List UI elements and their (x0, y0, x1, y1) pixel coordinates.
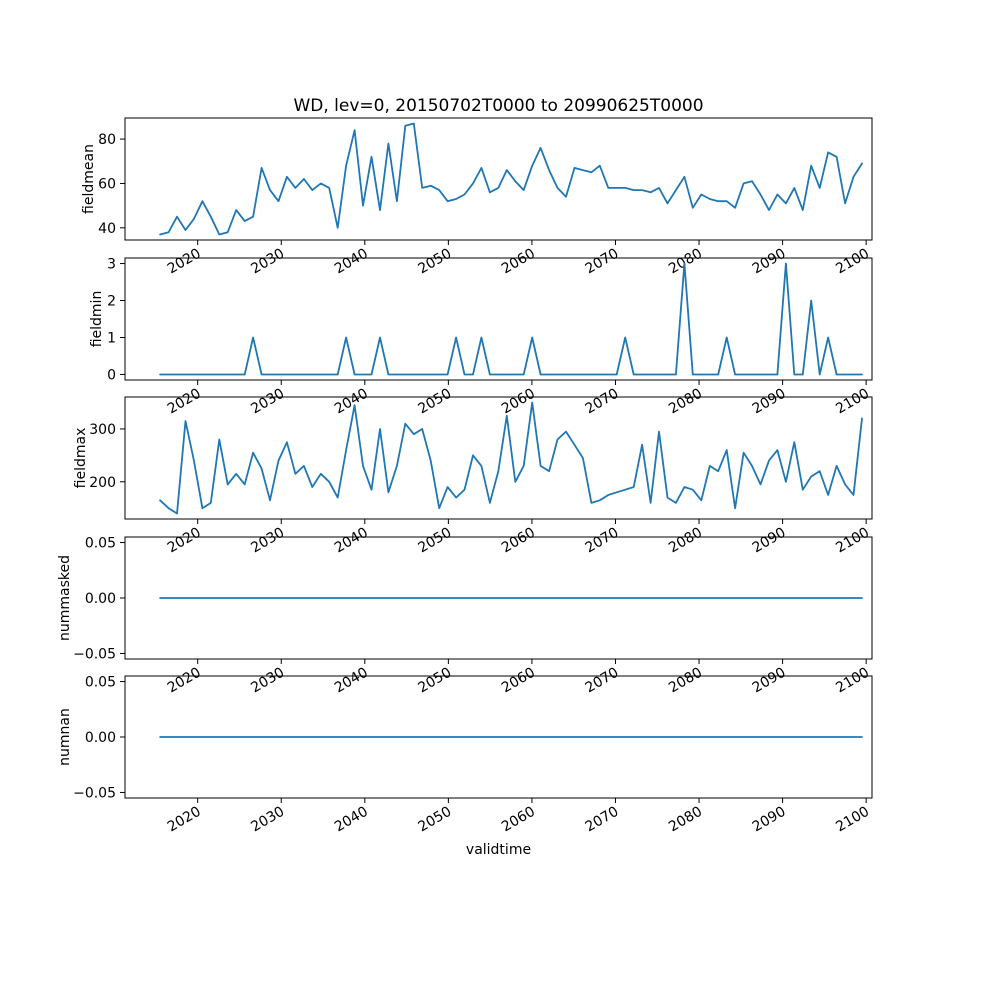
x-tick-label: 2040 (332, 804, 371, 836)
line-series-fieldmin (159, 262, 863, 376)
y-tick-label: −0.05 (73, 785, 116, 801)
y-tick-label: 1 (107, 330, 116, 346)
y-tick-label: 200 (89, 475, 116, 491)
axes-frame (124, 257, 873, 381)
axes-frame (124, 396, 873, 520)
axes-frame (124, 117, 873, 241)
y-tick-label: 80 (98, 132, 116, 148)
y-axis-label: fieldmax (73, 428, 89, 489)
y-tick-label: 0.05 (85, 675, 116, 691)
y-tick-label: −0.05 (73, 646, 116, 662)
y-axis-label: nummasked (57, 555, 73, 641)
x-tick-label: 2080 (666, 804, 705, 836)
y-tick-label: 0.00 (85, 591, 116, 607)
x-tick-label: 2090 (750, 804, 789, 836)
y-tick-label: 40 (98, 221, 116, 237)
y-axis-label: numnan (57, 708, 73, 766)
y-tick-label: 300 (89, 422, 116, 438)
y-tick-label: 3 (107, 257, 116, 273)
y-tick-label: 0 (107, 367, 116, 383)
x-axis-label: validtime (465, 842, 532, 858)
y-tick-label: 0.00 (85, 730, 116, 746)
y-axis-label: fieldmean (81, 144, 97, 214)
line-series-fieldmax (159, 401, 863, 515)
figure-title: WD, lev=0, 20150702T0000 to 20990625T000… (293, 96, 704, 116)
y-tick-label: 0.05 (85, 536, 116, 552)
y-axis-label: fieldmin (89, 291, 105, 348)
x-tick-label: 2030 (248, 804, 287, 836)
x-tick-label: 2060 (499, 804, 538, 836)
y-tick-label: 60 (98, 176, 116, 192)
x-tick-label: 2070 (583, 804, 622, 836)
line-series-fieldmean (159, 122, 863, 236)
x-tick-label: 2100 (833, 804, 872, 836)
x-tick-label: 2050 (416, 804, 455, 836)
x-tick-label: 2020 (165, 804, 204, 836)
y-tick-label: 2 (107, 294, 116, 310)
